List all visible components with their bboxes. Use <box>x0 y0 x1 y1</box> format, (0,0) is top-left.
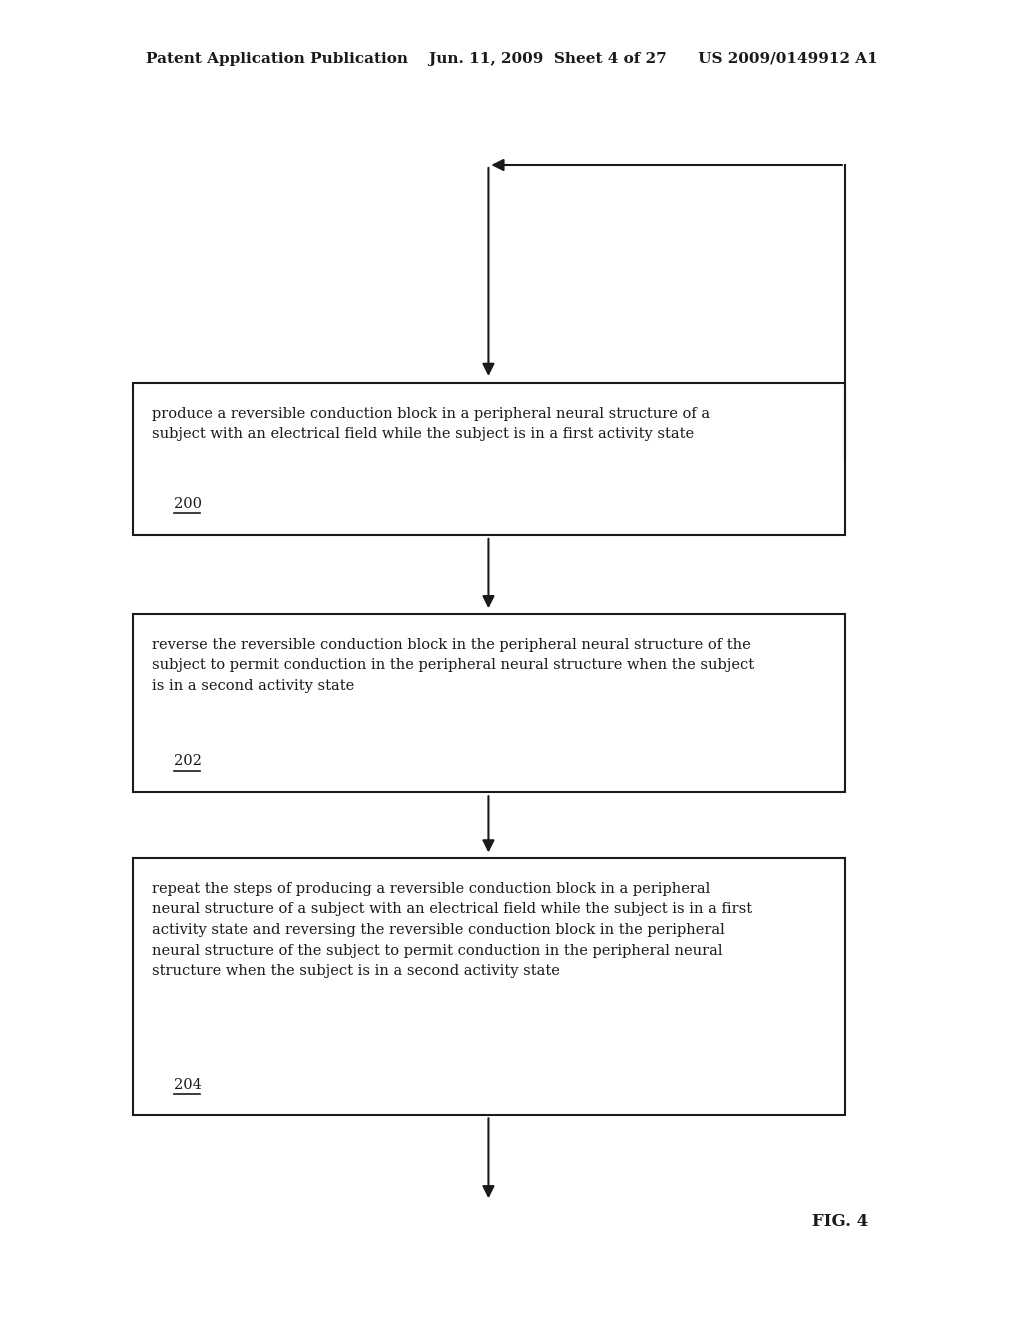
Text: FIG. 4: FIG. 4 <box>812 1213 867 1229</box>
FancyBboxPatch shape <box>133 383 845 535</box>
Text: produce a reversible conduction block in a peripheral neural structure of a
subj: produce a reversible conduction block in… <box>152 407 710 441</box>
Text: 202: 202 <box>174 754 202 768</box>
Text: repeat the steps of producing a reversible conduction block in a peripheral
neur: repeat the steps of producing a reversib… <box>152 882 752 978</box>
Text: Patent Application Publication    Jun. 11, 2009  Sheet 4 of 27      US 2009/0149: Patent Application Publication Jun. 11, … <box>146 53 878 66</box>
Text: 200: 200 <box>174 496 202 511</box>
FancyBboxPatch shape <box>133 858 845 1115</box>
FancyBboxPatch shape <box>133 614 845 792</box>
Text: 204: 204 <box>174 1077 202 1092</box>
Text: reverse the reversible conduction block in the peripheral neural structure of th: reverse the reversible conduction block … <box>152 638 754 693</box>
